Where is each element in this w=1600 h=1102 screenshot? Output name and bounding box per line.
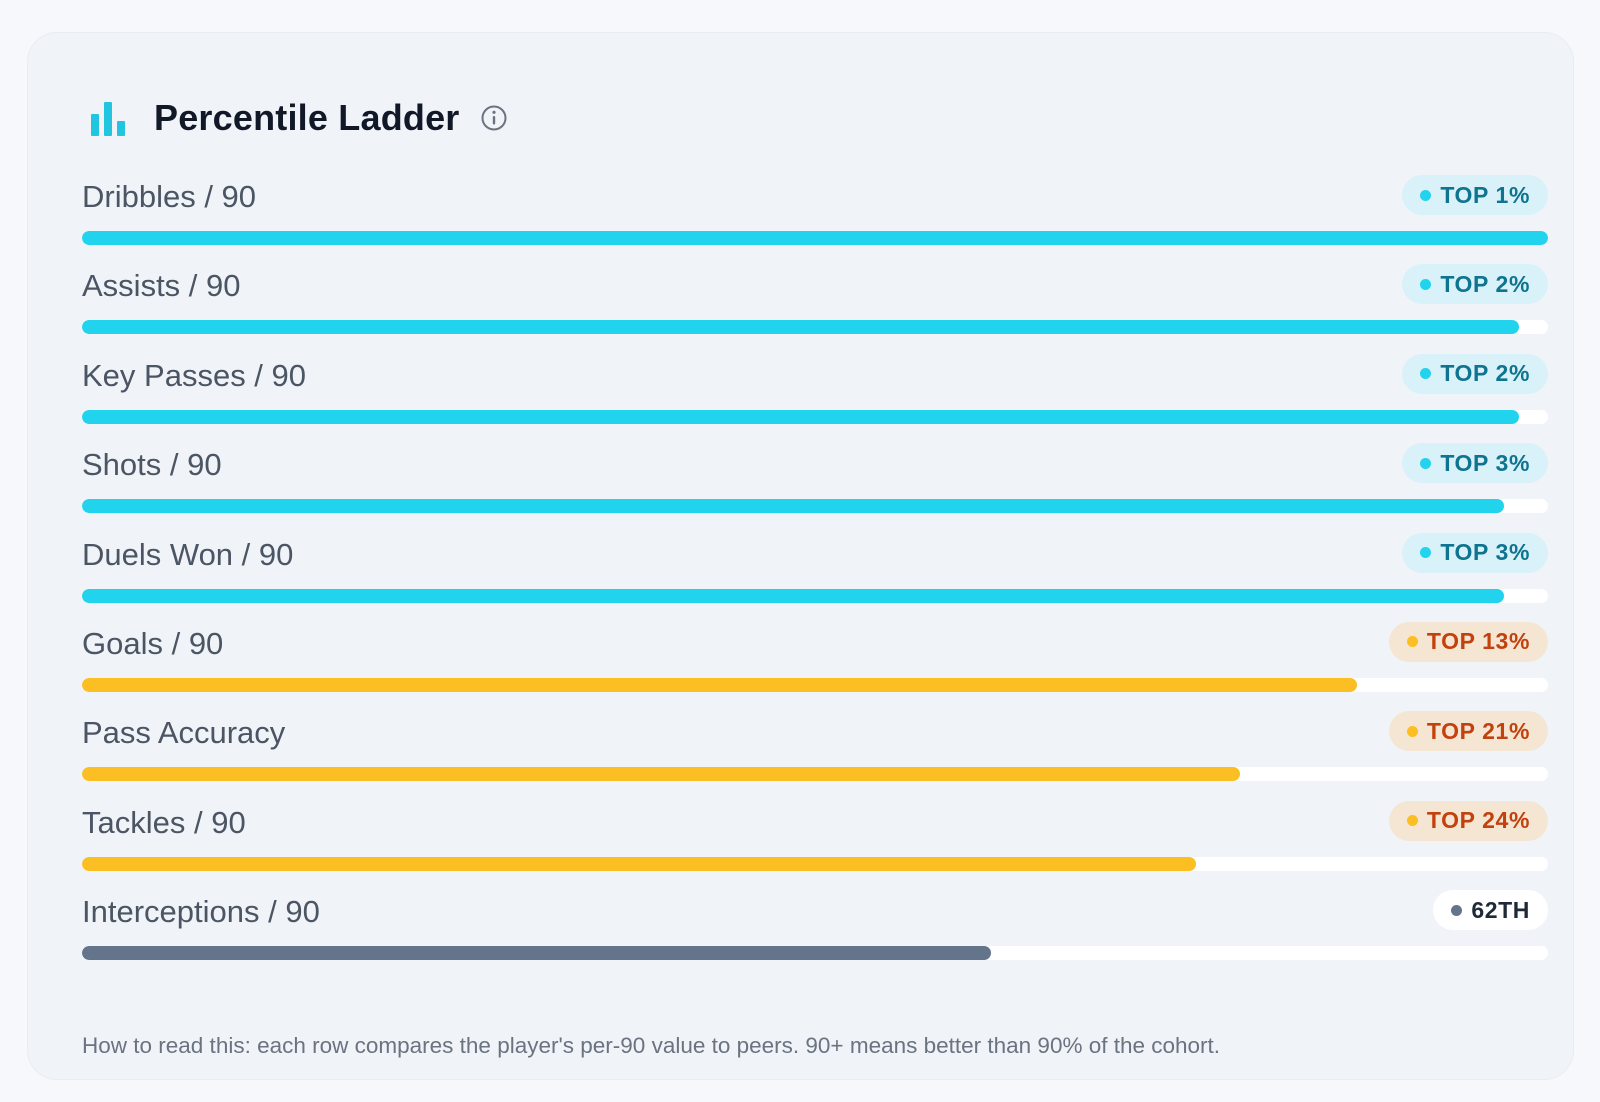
badge-dot-icon (1406, 725, 1418, 737)
info-icon[interactable] (480, 104, 508, 132)
badge-text: 62TH (1471, 896, 1530, 923)
badge-text: TOP 3% (1440, 539, 1530, 566)
percentile-row: Shots / 90 TOP 3% (82, 443, 1548, 532)
percentile-badge: TOP 13% (1388, 621, 1548, 662)
metric-label: Shots / 90 (82, 447, 222, 483)
percentile-track (82, 767, 1548, 782)
percentile-track (82, 320, 1548, 335)
metric-label: Assists / 90 (82, 268, 241, 304)
metric-label: Interceptions / 90 (82, 894, 320, 930)
percentile-row: Assists / 90 TOP 2% (82, 264, 1548, 353)
badge-dot-icon (1451, 904, 1463, 916)
badge-dot-icon (1420, 457, 1432, 469)
percentile-fill (82, 677, 1358, 692)
percentile-ladder-card: Percentile Ladder Dribbles / 90 TOP 1% Ass… (27, 32, 1574, 1080)
badge-text: TOP 2% (1440, 360, 1530, 387)
metric-label: Pass Accuracy (82, 715, 286, 751)
badge-text: TOP 24% (1426, 807, 1530, 834)
badge-text: TOP 21% (1426, 717, 1530, 744)
percentile-fill (82, 409, 1519, 424)
bar-chart-icon (91, 102, 125, 136)
badge-dot-icon (1420, 368, 1432, 380)
percentile-row: Dribbles / 90 TOP 1% (82, 175, 1548, 264)
metric-label: Duels Won / 90 (82, 536, 294, 572)
badge-text: TOP 1% (1440, 181, 1530, 208)
badge-text: TOP 2% (1440, 270, 1530, 297)
percentile-track (82, 231, 1548, 245)
percentile-row: Pass Accuracy TOP 21% (82, 711, 1548, 800)
badge-dot-icon (1420, 189, 1432, 201)
percentile-fill (82, 588, 1505, 603)
percentile-fill (82, 320, 1519, 335)
percentile-track (82, 409, 1548, 424)
badge-dot-icon (1420, 278, 1432, 290)
percentile-row: Key Passes / 90 TOP 2% (82, 353, 1548, 443)
percentile-track (82, 588, 1548, 603)
badge-dot-icon (1420, 547, 1432, 559)
percentile-track (82, 946, 1548, 961)
percentile-badge: TOP 3% (1402, 532, 1548, 573)
metric-label: Goals / 90 (82, 625, 224, 661)
percentile-fill (82, 856, 1197, 871)
percentile-fill (82, 767, 1241, 782)
badge-text: TOP 13% (1426, 628, 1530, 655)
badge-dot-icon (1406, 815, 1418, 827)
percentile-row: Tackles / 90 TOP 24% (82, 800, 1548, 890)
metric-label: Key Passes / 90 (82, 357, 307, 393)
percentile-fill (82, 499, 1505, 514)
percentile-badge: TOP 3% (1402, 443, 1548, 484)
badge-text: TOP 3% (1440, 449, 1530, 476)
card-header: Percentile Ladder (89, 93, 508, 143)
percentile-row: Duels Won / 90 TOP 3% (82, 532, 1548, 622)
percentile-fill (82, 946, 991, 961)
percentile-track (82, 677, 1548, 692)
metric-label: Dribbles / 90 (82, 179, 257, 214)
percentile-row: Interceptions / 90 62TH (82, 890, 1548, 979)
percentile-fill (82, 231, 1548, 245)
percentile-track (82, 856, 1548, 871)
percentile-track (82, 499, 1548, 514)
card-title: Percentile Ladder (154, 97, 460, 138)
how-to-read-footnote: How to read this: each row compares the … (82, 1033, 1221, 1058)
percentile-badge: TOP 1% (1402, 175, 1548, 215)
percentile-badge: TOP 2% (1402, 353, 1548, 394)
metric-label: Tackles / 90 (82, 804, 246, 840)
percentile-badge: TOP 24% (1388, 800, 1548, 841)
percentile-row: Goals / 90 TOP 13% (82, 621, 1548, 711)
percentile-badge: TOP 2% (1402, 264, 1548, 305)
badge-dot-icon (1406, 636, 1418, 648)
percentile-badge: TOP 21% (1388, 711, 1548, 752)
percentile-badge: 62TH (1433, 890, 1548, 931)
percentile-rows: Dribbles / 90 TOP 1% Assists / 90 TOP 2% Key… (82, 175, 1548, 980)
